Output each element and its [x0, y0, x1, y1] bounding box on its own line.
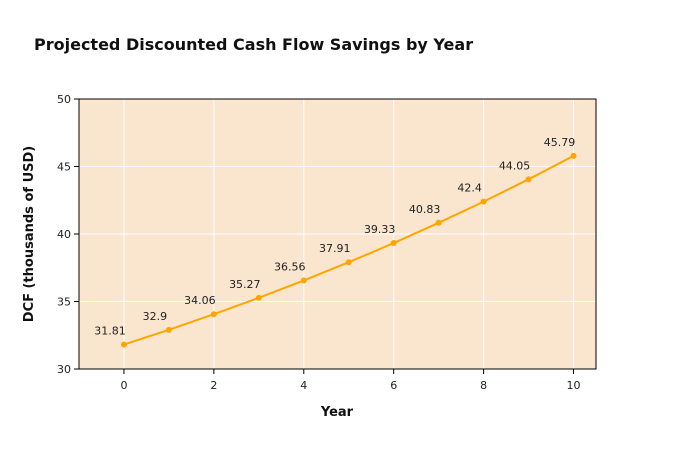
data-label: 37.91 [319, 242, 351, 255]
data-point [570, 152, 577, 159]
data-labels: 31.81 32.9 34.06 35.27 36.56 37.91 39.33 40.83 4… [94, 136, 575, 338]
x-tick-label: 4 [300, 379, 307, 392]
data-point [435, 219, 442, 226]
y-tick-label: 50 [57, 93, 71, 106]
y-tick-label: 35 [57, 296, 71, 309]
data-point [210, 311, 217, 318]
data-label: 31.81 [94, 325, 126, 338]
data-point [255, 294, 262, 301]
data-point [480, 198, 487, 205]
data-label: 45.79 [544, 136, 576, 149]
data-label: 32.9 [143, 310, 168, 323]
data-points [120, 152, 577, 348]
y-tick-label: 40 [57, 228, 71, 241]
data-point [165, 326, 172, 333]
data-label: 39.33 [364, 223, 396, 236]
data-point [345, 259, 352, 266]
data-label: 40.83 [409, 203, 441, 216]
data-label: 36.56 [274, 260, 306, 273]
x-tick-label: 0 [120, 379, 127, 392]
data-point [525, 176, 532, 183]
x-tick-label: 6 [390, 379, 397, 392]
x-axis-ticks: 0 2 4 6 8 10 [120, 369, 581, 392]
data-label: 44.05 [499, 159, 531, 172]
y-tick-label: 45 [57, 161, 71, 174]
y-axis-title: DCF (thousands of USD) [22, 146, 37, 322]
data-point [390, 240, 397, 247]
x-tick-label: 10 [567, 379, 581, 392]
data-point [120, 341, 127, 348]
data-point [300, 277, 307, 284]
y-axis-ticks: 30 35 40 45 50 [57, 93, 79, 376]
x-tick-label: 8 [480, 379, 487, 392]
chart-title: Projected Discounted Cash Flow Savings b… [34, 35, 473, 54]
data-label: 42.4 [457, 182, 482, 195]
x-axis-title: Year [320, 405, 354, 420]
y-tick-label: 30 [57, 363, 71, 376]
data-label: 34.06 [184, 294, 216, 307]
data-label: 35.27 [229, 278, 261, 291]
x-tick-label: 2 [210, 379, 217, 392]
